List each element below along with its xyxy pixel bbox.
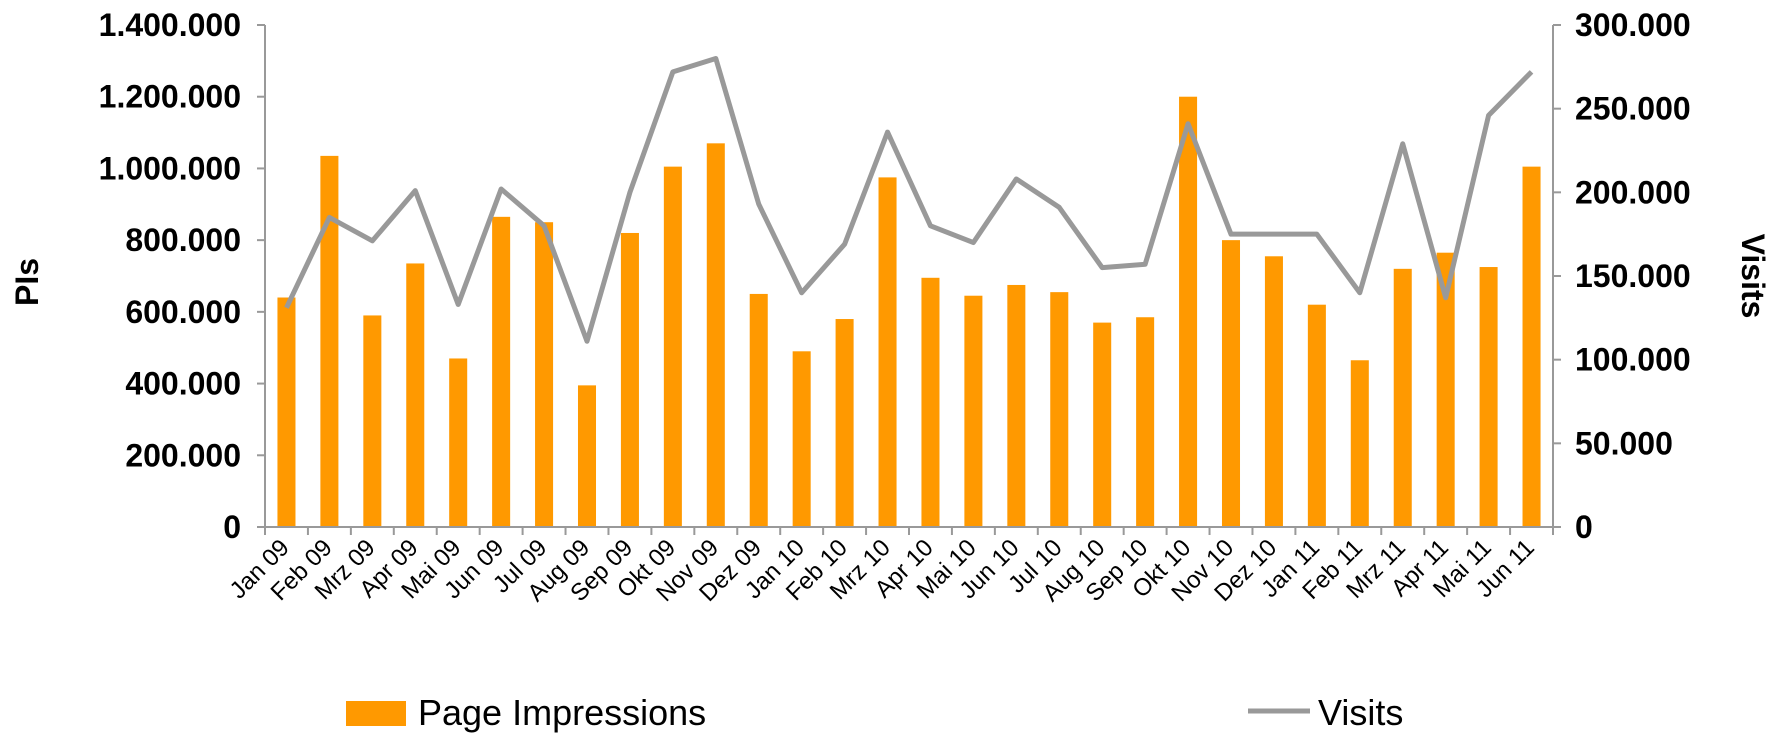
left-tick-label: 1.200.000	[99, 79, 241, 115]
bar-page-impressions	[492, 216, 511, 527]
bar-page-impressions	[878, 177, 897, 527]
bar-page-impressions	[921, 277, 940, 527]
legend-swatch-page-impressions	[346, 701, 406, 726]
left-tick-label: 200.000	[125, 437, 241, 473]
bar-page-impressions	[964, 295, 983, 527]
right-tick-label: 0	[1575, 509, 1593, 545]
bar-page-impressions	[535, 222, 554, 527]
bar-page-impressions	[1350, 360, 1369, 527]
bar-page-impressions	[1264, 256, 1283, 527]
bar-page-impressions	[1522, 166, 1541, 527]
bar-page-impressions	[706, 143, 725, 527]
bar-page-impressions	[1050, 292, 1069, 527]
visits-line-layer	[284, 55, 1534, 344]
legend: Page Impressions Visits	[346, 692, 1403, 733]
legend-label-visits: Visits	[1318, 692, 1403, 733]
legend-label-page-impressions: Page Impressions	[418, 692, 706, 733]
bar-page-impressions	[792, 351, 811, 527]
bar-page-impressions	[1221, 240, 1241, 527]
left-axis-title: PIs	[9, 258, 45, 306]
left-tick-label: 0	[223, 509, 241, 545]
right-tick-label: 250.000	[1575, 91, 1691, 127]
right-axis-title: Visits	[1735, 234, 1771, 319]
right-y-ticks: 0 50.000 100.000 150.000 200.000 250.000 300.0…	[1553, 7, 1691, 545]
left-tick-label: 1.000.000	[99, 150, 241, 186]
left-tick-label: 800.000	[125, 222, 241, 258]
bar-page-impressions	[1136, 317, 1155, 527]
bar-page-impressions	[320, 155, 339, 527]
bar-page-impressions	[1436, 252, 1455, 527]
bar-page-impressions	[363, 315, 382, 527]
bar-page-impressions	[1307, 304, 1326, 527]
right-tick-label: 150.000	[1575, 258, 1691, 294]
left-tick-label: 400.000	[125, 366, 241, 402]
bar-page-impressions	[835, 319, 854, 527]
bar-page-impressions	[1007, 284, 1026, 527]
right-tick-label: 200.000	[1575, 174, 1691, 210]
bar-page-impressions	[1393, 268, 1412, 527]
right-tick-label: 300.000	[1575, 7, 1691, 43]
left-tick-label: 1.400.000	[99, 7, 241, 43]
bar-page-impressions	[620, 232, 639, 527]
bars-layer	[277, 96, 1541, 528]
bar-page-impressions	[1479, 267, 1498, 527]
right-tick-label: 100.000	[1575, 342, 1691, 378]
bar-page-impressions	[1093, 322, 1112, 527]
bar-page-impressions	[749, 293, 768, 527]
left-y-ticks: 0 200.000 400.000 600.000 800.000 1.000.000 1.…	[99, 7, 265, 545]
bar-page-impressions	[406, 263, 425, 527]
bar-page-impressions	[449, 358, 468, 527]
visits-line	[284, 55, 1534, 344]
bar-page-impressions	[1179, 96, 1198, 528]
right-tick-label: 50.000	[1575, 425, 1673, 461]
bar-page-impressions	[577, 385, 597, 527]
bar-page-impressions	[663, 166, 682, 527]
bar-page-impressions	[277, 297, 296, 527]
left-tick-label: 600.000	[125, 294, 241, 330]
